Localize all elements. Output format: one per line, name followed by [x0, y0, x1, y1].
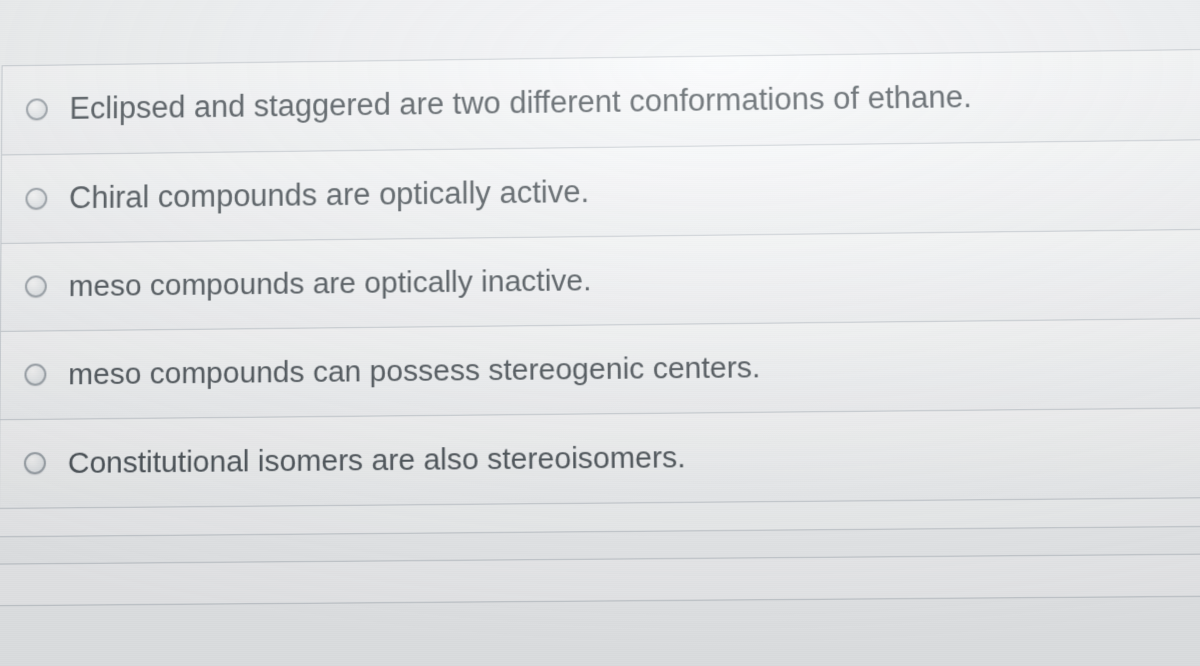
option-label: meso compounds are optically inactive.	[69, 261, 592, 306]
option-row[interactable]: Chiral compounds are optically active.	[1, 140, 1200, 244]
option-label: meso compounds can possess stereogenic c…	[68, 348, 760, 394]
radio-icon[interactable]	[25, 276, 47, 298]
option-row[interactable]: meso compounds are optically inactive.	[1, 230, 1200, 332]
option-row[interactable]: Constitutional isomers are also stereois…	[0, 408, 1200, 509]
radio-icon[interactable]	[25, 187, 47, 209]
options-group: Eclipsed and staggered are two different…	[0, 49, 1200, 537]
option-row[interactable]: Eclipsed and staggered are two different…	[2, 50, 1200, 155]
radio-icon[interactable]	[24, 364, 46, 386]
next-section-bar	[0, 553, 1200, 606]
perspective-wrapper: Which one of the following statements is…	[0, 0, 1200, 666]
option-label: Chiral compounds are optically active.	[69, 172, 589, 219]
option-row[interactable]: meso compounds can possess stereogenic c…	[0, 319, 1200, 421]
option-label: Eclipsed and staggered are two different…	[69, 77, 972, 129]
option-label: Constitutional isomers are also stereois…	[68, 438, 686, 483]
radio-icon[interactable]	[26, 99, 48, 121]
radio-icon[interactable]	[24, 452, 46, 474]
question-card: Which one of the following statements is…	[0, 0, 1200, 666]
viewport: Which one of the following statements is…	[0, 0, 1200, 666]
